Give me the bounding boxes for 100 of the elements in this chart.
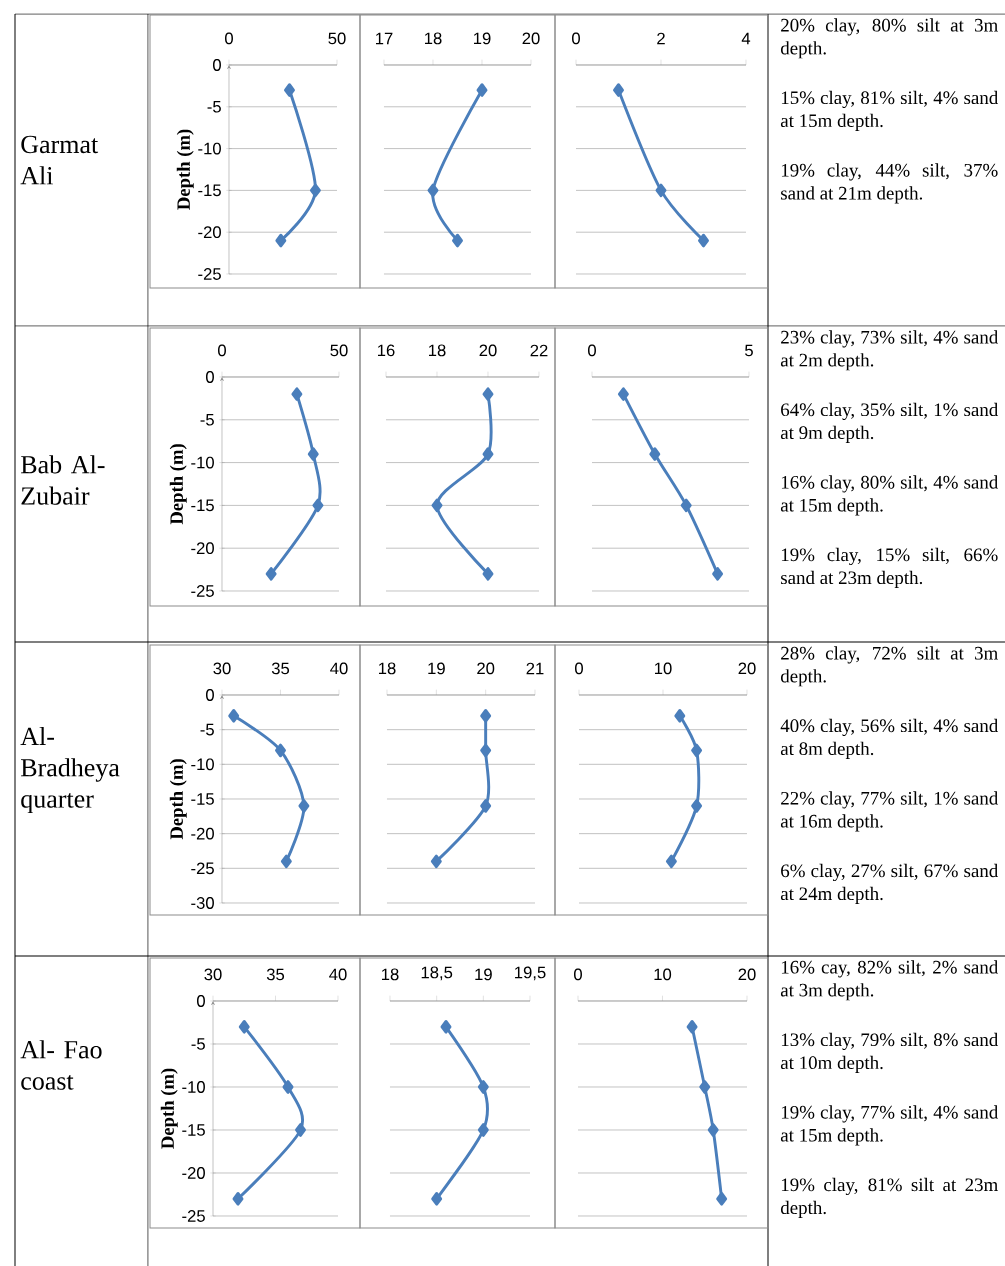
point — [617, 387, 629, 401]
point — [649, 447, 661, 461]
point — [284, 83, 295, 97]
point — [275, 743, 286, 758]
y-tick-label: -10 — [182, 1081, 205, 1093]
y-tick-label: -5 — [200, 723, 214, 736]
text: Al-Bradheya quarter — [20, 726, 120, 814]
y-tick-label: 0 — [197, 995, 205, 1007]
text: 20% clay, 80% silt at 3m depth. — [780, 18, 998, 59]
text: 19% clay, 44% silt, 37% sand at 21m depth. — [781, 163, 998, 204]
x-tick-label: 19,5 — [515, 966, 546, 981]
text: 16% clay, 80% silt, 4% sand at 15m depth. — [780, 475, 999, 516]
y-tick-label: -20 — [182, 1167, 205, 1179]
x-tick-label: 18 — [379, 662, 396, 675]
y-tick-label: -15 — [198, 184, 221, 197]
text: 19% clay, 77% silt, 4% sand at 15m depth. — [780, 1105, 999, 1146]
x-tick-label: 18 — [425, 32, 442, 45]
point — [282, 1080, 294, 1094]
y-tick-label: -20 — [191, 542, 214, 555]
y-tick-label: -20 — [191, 827, 214, 840]
text: 23% clay, 73% silt, 4% sand at 2m depth. — [780, 330, 999, 371]
y-axis-title: Depth (m) — [160, 1068, 178, 1149]
point — [691, 743, 703, 758]
point — [430, 854, 442, 869]
point — [431, 1191, 443, 1206]
point — [699, 1080, 711, 1094]
text: Al- Fao coast — [20, 1040, 102, 1090]
y-axis-title: Depth (m) — [176, 129, 194, 210]
x-tick-label: 20 — [738, 662, 756, 675]
point — [307, 447, 319, 461]
point — [691, 799, 703, 813]
x-tick-label: 0 — [574, 968, 582, 981]
x-tick-label: 40 — [329, 968, 347, 981]
x-tick-label: 18 — [429, 344, 446, 357]
x-tick-label: 50 — [330, 344, 348, 357]
text: 19% clay, 81% silt at 23m depth. — [780, 1177, 998, 1218]
y-tick-label: -25 — [182, 1210, 205, 1222]
y-tick-label: -15 — [191, 499, 214, 512]
text: Bab Al-Zubair — [21, 455, 105, 505]
text: 16% cay, 82% silt, 2% sand at 3m depth. — [780, 960, 999, 1001]
y-tick-label: -25 — [191, 862, 214, 875]
point — [712, 567, 724, 581]
text: 64% clay, 35% silt, 1% sand at 9m depth. — [780, 402, 999, 443]
text: 28% clay, 72% silt at 3m depth. — [780, 646, 998, 687]
x-tick-label: 30 — [213, 662, 231, 675]
y-tick-label: -25 — [198, 268, 221, 280]
point — [238, 1019, 250, 1034]
point — [228, 708, 240, 723]
point — [275, 233, 287, 248]
x-tick-label: 35 — [266, 968, 285, 981]
point — [477, 1123, 489, 1137]
x-tick-label: 0 — [588, 344, 596, 357]
y-tick-label: -10 — [191, 758, 214, 771]
point — [716, 1191, 728, 1206]
x-tick-label: 17 — [376, 32, 393, 45]
y-tick-label: -15 — [182, 1124, 205, 1136]
point — [280, 854, 292, 869]
x-tick-label: 19 — [474, 32, 491, 45]
point — [440, 1019, 452, 1034]
x-tick-label: 4 — [741, 32, 751, 45]
point — [295, 1123, 306, 1137]
point — [291, 387, 303, 401]
x-tick-label: 10 — [654, 968, 672, 981]
point — [674, 708, 686, 723]
x-tick-label: 35 — [271, 662, 290, 675]
y-tick-label: 0 — [206, 371, 214, 383]
text: 19% clay, 15% silt, 66% sand at 23m depth. — [781, 547, 998, 588]
text: 15% clay, 81% silt, 4% sand at 15m depth. — [780, 90, 999, 131]
point — [265, 567, 277, 581]
y-tick-label: -30 — [191, 897, 214, 909]
text: 40% clay, 56% silt, 4% sand at 8m depth. — [780, 718, 999, 759]
y-tick-label: -5 — [200, 413, 214, 426]
text: 22% clay, 77% silt, 1% sand at 16m depth. — [780, 791, 999, 832]
y-tick-label: 0 — [206, 689, 214, 701]
y-tick-label: -5 — [191, 1038, 205, 1050]
point — [298, 799, 310, 813]
point — [309, 183, 321, 198]
x-tick-label: 18,5 — [421, 966, 453, 981]
x-tick-label: 5 — [745, 344, 753, 357]
x-tick-label: 0 — [225, 32, 233, 45]
point — [312, 498, 324, 513]
point — [680, 498, 692, 513]
y-tick-label: -5 — [207, 100, 221, 113]
point — [482, 387, 494, 401]
x-tick-label: 19 — [428, 662, 445, 675]
x-tick-label: 20 — [738, 968, 756, 981]
x-tick-label: 20 — [479, 344, 497, 357]
y-tick-label: 0 — [213, 59, 221, 71]
point — [482, 447, 494, 461]
point — [665, 854, 677, 869]
point — [431, 498, 443, 513]
x-tick-label: 40 — [330, 662, 348, 675]
x-tick-label: 20 — [477, 662, 495, 675]
x-tick-label: 21 — [526, 662, 544, 675]
point — [480, 743, 492, 758]
point — [232, 1191, 244, 1206]
x-tick-label: 16 — [378, 344, 395, 357]
x-tick-label: 30 — [204, 968, 222, 981]
x-tick-label: 0 — [572, 32, 580, 45]
x-tick-label: 22 — [530, 344, 548, 357]
